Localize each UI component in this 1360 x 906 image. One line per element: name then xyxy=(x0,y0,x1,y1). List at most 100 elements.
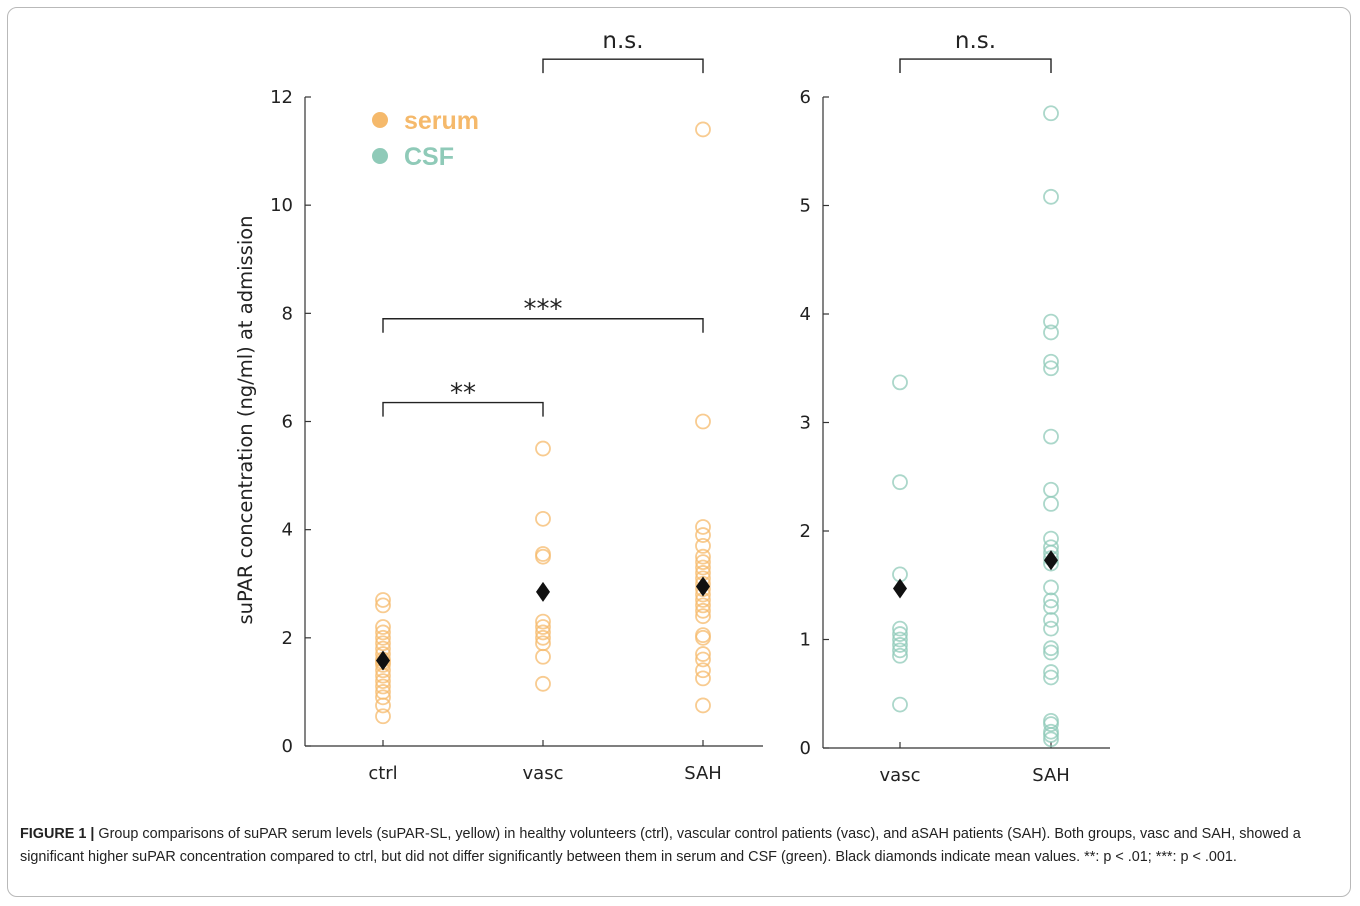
data-point xyxy=(535,629,551,646)
significance-label: *** xyxy=(524,295,563,325)
y-tick-label: 2 xyxy=(282,628,293,649)
data-point xyxy=(375,597,391,614)
y-tick-label: 8 xyxy=(282,303,293,324)
figure-frame xyxy=(7,7,1351,897)
data-point xyxy=(1043,599,1059,615)
mean-diamond xyxy=(376,650,390,671)
data-point xyxy=(375,673,391,689)
data-point xyxy=(535,675,551,692)
data-point xyxy=(892,696,908,713)
y-axis-label: suPAR concentration (ng/ml) at admission xyxy=(234,215,257,624)
y-tick-label: 12 xyxy=(270,87,293,108)
data-point xyxy=(892,637,908,653)
y-tick-label: 1 xyxy=(800,630,811,651)
data-point xyxy=(892,374,908,391)
data-point xyxy=(535,619,551,635)
data-point xyxy=(535,440,551,457)
mean-diamond xyxy=(1044,550,1058,571)
data-point xyxy=(1043,664,1059,680)
data-point xyxy=(695,537,711,554)
legend-marker xyxy=(372,148,388,164)
x-tick-label: SAH xyxy=(684,763,722,784)
y-tick-label: 4 xyxy=(282,520,293,541)
data-point xyxy=(695,697,711,714)
y-tick-label: 3 xyxy=(800,413,811,434)
y-tick-label: 6 xyxy=(800,87,811,108)
data-point xyxy=(695,651,711,668)
data-point xyxy=(535,648,551,665)
caption-lead: FIGURE 1 | xyxy=(20,826,95,842)
x-tick-label: ctrl xyxy=(368,763,397,784)
y-tick-label: 5 xyxy=(800,196,811,217)
data-point xyxy=(1043,592,1059,609)
data-point xyxy=(375,689,391,706)
data-point xyxy=(695,559,711,576)
data-point xyxy=(1043,723,1059,740)
legend-marker xyxy=(372,112,388,128)
y-tick-label: 10 xyxy=(270,195,293,216)
data-point xyxy=(695,548,711,565)
data-point xyxy=(1043,612,1059,628)
data-point xyxy=(1043,579,1059,596)
caption-body: Group comparisons of suPAR serum levels … xyxy=(20,826,1301,865)
significance-bracket xyxy=(382,401,544,417)
data-point xyxy=(1043,530,1059,547)
data-point xyxy=(695,527,711,543)
significance-bracket xyxy=(382,318,704,333)
significance-label: ** xyxy=(450,379,476,409)
data-point xyxy=(1043,644,1059,661)
data-point xyxy=(1043,313,1059,330)
data-point xyxy=(375,619,391,635)
data-point xyxy=(1043,731,1059,748)
data-point xyxy=(535,546,551,562)
significance-bracket xyxy=(899,58,1052,74)
data-point xyxy=(695,554,711,571)
significance-label: n.s. xyxy=(955,28,996,54)
mean-diamond xyxy=(536,581,550,602)
data-point xyxy=(892,647,908,664)
data-point xyxy=(892,626,908,642)
data-point xyxy=(695,662,711,679)
significance-label: n.s. xyxy=(602,28,643,54)
data-point xyxy=(1043,324,1059,341)
data-point xyxy=(695,413,711,430)
data-point xyxy=(375,592,391,608)
data-point xyxy=(1043,669,1059,686)
data-point xyxy=(1043,105,1059,122)
data-point xyxy=(892,642,908,659)
data-point xyxy=(535,613,551,630)
data-point xyxy=(375,684,391,700)
mean-diamond xyxy=(893,578,907,599)
data-point xyxy=(375,629,391,646)
data-point xyxy=(892,620,908,637)
x-tick-label: vasc xyxy=(880,765,921,786)
data-point xyxy=(375,708,391,725)
legend-label: serum xyxy=(404,107,479,135)
data-point xyxy=(375,678,391,695)
y-tick-label: 0 xyxy=(282,736,293,757)
data-point xyxy=(1043,360,1059,377)
data-point xyxy=(1043,495,1059,512)
data-point xyxy=(375,635,391,652)
data-point xyxy=(695,602,711,619)
legend-label: CSF xyxy=(404,143,454,171)
data-point xyxy=(892,474,908,491)
data-point xyxy=(695,608,711,625)
data-point xyxy=(695,627,711,644)
mean-diamond xyxy=(696,576,710,597)
y-tick-label: 0 xyxy=(800,738,811,759)
data-point xyxy=(695,519,711,535)
y-tick-label: 4 xyxy=(800,304,811,325)
figure-caption: FIGURE 1 | Group comparisons of suPAR se… xyxy=(20,823,1340,868)
data-point xyxy=(1043,712,1059,729)
data-point xyxy=(1043,428,1059,445)
csf-panel: 0 1 2 3 4 5 6 vasc SAH n.s. xyxy=(800,28,1110,786)
data-point xyxy=(1043,481,1059,498)
data-point xyxy=(1043,620,1059,637)
x-tick-label: SAH xyxy=(1032,765,1070,786)
x-tick-label: vasc xyxy=(523,763,564,784)
data-point xyxy=(695,121,711,138)
data-point xyxy=(1043,353,1059,370)
